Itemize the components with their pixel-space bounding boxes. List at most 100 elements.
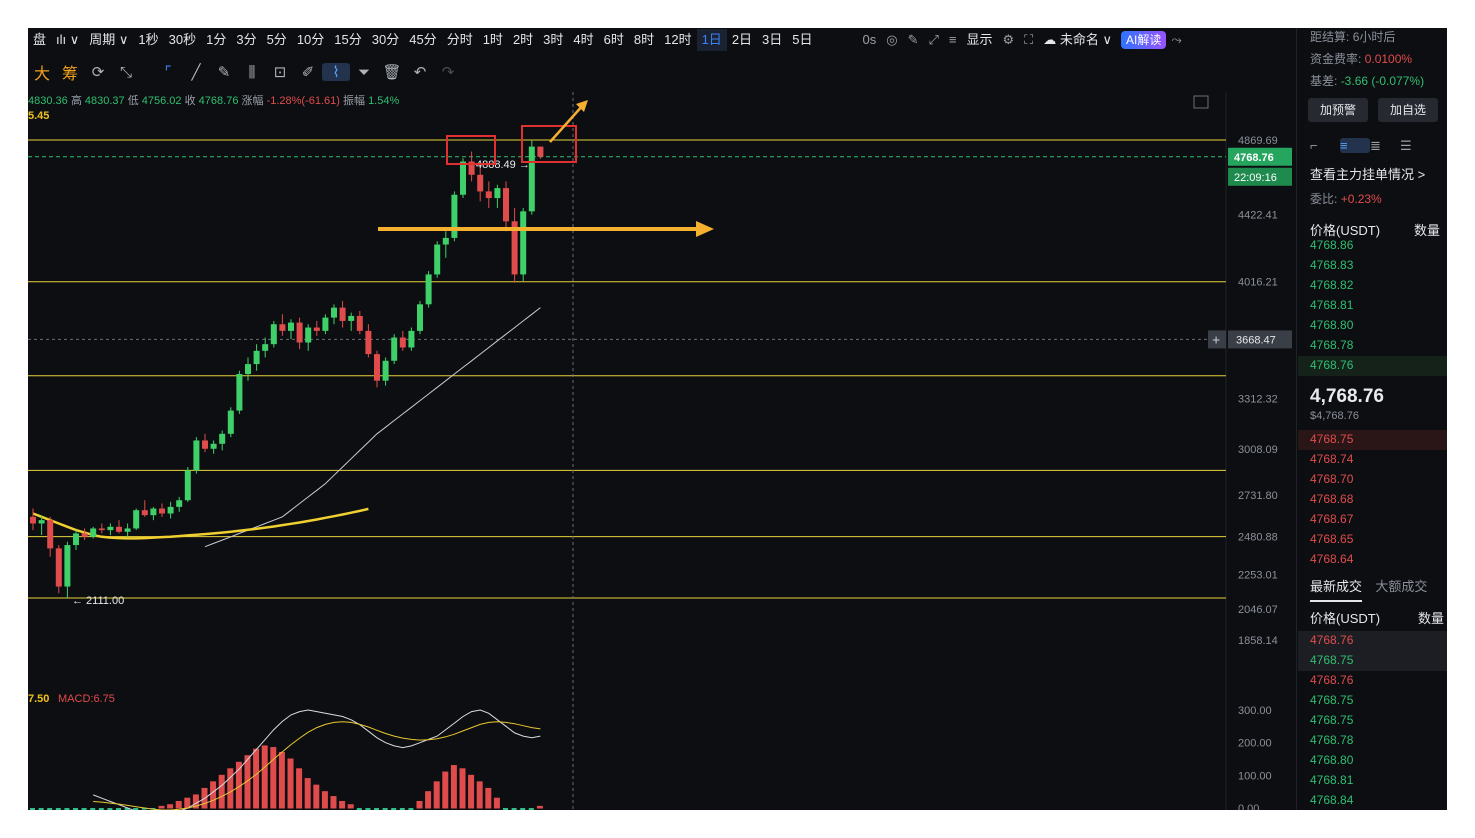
- timeframe-18[interactable]: 8时: [633, 32, 655, 47]
- book-view-icon-3[interactable]: ≣: [1370, 138, 1381, 153]
- book-view-icon-4[interactable]: ☰: [1400, 138, 1412, 153]
- trades-price-header: 价格(USDT): [1310, 611, 1381, 626]
- bid-price[interactable]: 4768.74: [1310, 452, 1354, 466]
- timeframe-13[interactable]: 1时: [482, 32, 503, 47]
- layout-name-dropdown[interactable]: ☁ 未命名 ∨: [1043, 32, 1113, 47]
- measure-tool-icon[interactable]: ⊡: [273, 64, 287, 81]
- candle-body: [296, 322, 303, 343]
- timeframe-12[interactable]: 分时: [446, 32, 473, 47]
- pen-icon[interactable]: ✎: [907, 32, 919, 47]
- ask-price[interactable]: 4768.80: [1310, 318, 1354, 332]
- timeframe-15[interactable]: 3时: [543, 32, 564, 47]
- add-alert-button[interactable]: 加预警: [1308, 98, 1368, 122]
- macd-dea-line: [93, 721, 541, 810]
- refresh-icon[interactable]: ⟳: [91, 64, 105, 81]
- bid-price[interactable]: 4768.65: [1310, 532, 1354, 546]
- trade-price: 4768.75: [1310, 693, 1354, 707]
- share-icon[interactable]: ⤳: [1171, 32, 1182, 47]
- timeframe-3[interactable]: 1秒: [138, 32, 159, 47]
- crosshair-add-bg: [1208, 330, 1226, 349]
- book-view-icon-1[interactable]: ⌐: [1310, 138, 1318, 153]
- bid-price[interactable]: 4768.75: [1310, 432, 1354, 446]
- camera-icon[interactable]: ◎: [886, 32, 898, 47]
- settings-icon[interactable]: ⚙: [1002, 32, 1015, 47]
- magnet-tool-icon[interactable]: ⌇: [322, 63, 350, 81]
- timeframe-7[interactable]: 5分: [266, 32, 287, 47]
- macd-bar: [73, 808, 78, 810]
- timeframe-14[interactable]: 2时: [512, 32, 534, 47]
- candle-body: [202, 440, 208, 449]
- bid-price[interactable]: 4768.67: [1310, 512, 1354, 526]
- ask-price[interactable]: 4768.76: [1310, 358, 1354, 372]
- candle-body: [460, 161, 466, 195]
- add-watchlist-button[interactable]: 加自选: [1378, 98, 1438, 122]
- up-arrow-head: [576, 100, 588, 112]
- ask-price[interactable]: 4768.78: [1310, 338, 1354, 352]
- timeframe-0[interactable]: 盘: [33, 32, 47, 47]
- undo-icon[interactable]: ↶: [413, 64, 427, 81]
- timeframe-9[interactable]: 15分: [334, 32, 362, 47]
- timeframe-19[interactable]: 12时: [664, 32, 692, 47]
- delay-indicator[interactable]: 0s: [862, 32, 877, 47]
- timeframe-6[interactable]: 3分: [236, 32, 257, 47]
- macd-bar: [528, 808, 534, 810]
- trade-price: 4768.84: [1310, 793, 1354, 807]
- timeframe-5[interactable]: 1分: [206, 32, 227, 47]
- ask-price[interactable]: 4768.83: [1310, 258, 1354, 272]
- timeframe-2[interactable]: 周期 ∨: [89, 32, 129, 47]
- crosshair-tool-icon[interactable]: ⤡: [119, 63, 132, 81]
- ask-price[interactable]: 4768.86: [1310, 238, 1354, 252]
- bid-price[interactable]: 4768.68: [1310, 492, 1354, 506]
- timeframe-10[interactable]: 30分: [371, 32, 400, 47]
- candle-body: [348, 315, 355, 321]
- tab-large-trades[interactable]: 大额成交: [1375, 579, 1428, 594]
- line-tool-icon[interactable]: ╱: [191, 64, 201, 81]
- macd-bar: [347, 804, 354, 809]
- macd-bar: [399, 808, 405, 810]
- candle-body: [425, 274, 432, 305]
- menu-icon[interactable]: ≡: [948, 32, 957, 47]
- trade-price: 4768.76: [1310, 673, 1354, 687]
- up-arrow-line: [549, 103, 585, 143]
- timeframe-20[interactable]: 1日: [696, 29, 727, 51]
- timeframe-21[interactable]: 2日: [731, 32, 753, 47]
- timeframe-4[interactable]: 30秒: [168, 32, 197, 47]
- timeframe-22[interactable]: 3日: [762, 32, 783, 47]
- ohlc-readout: 4830.36 高 4830.37 低 4756.02 收 4768.76 涨幅…: [28, 95, 400, 107]
- macd-bar: [270, 747, 277, 809]
- candle-body: [64, 545, 71, 587]
- candle-body: [210, 443, 217, 449]
- bid-price[interactable]: 4768.64: [1310, 552, 1354, 566]
- filter-icon[interactable]: ⏷: [357, 63, 370, 81]
- redo-icon: ↷: [441, 64, 455, 81]
- fullscreen-icon[interactable]: ⛶: [1024, 32, 1034, 47]
- timeframe-1[interactable]: ılı ∨: [56, 32, 80, 47]
- bid-price[interactable]: 4768.70: [1310, 472, 1354, 486]
- timeframe-16[interactable]: 4时: [573, 32, 594, 47]
- macd-bar: [416, 800, 423, 809]
- expand-icon[interactable]: ⤢: [928, 32, 939, 47]
- tab-latest-trades[interactable]: 最新成交: [1310, 579, 1363, 602]
- timeframe-8[interactable]: 10分: [296, 32, 325, 47]
- toolbar-chips-button[interactable]: 筹: [61, 66, 78, 83]
- book-view-icon-2[interactable]: ≡: [1340, 138, 1370, 153]
- candle-body: [313, 327, 320, 331]
- candle-body: [417, 304, 423, 331]
- cursor-tool-icon[interactable]: ⌜: [164, 64, 172, 81]
- trash-icon[interactable]: 🗑: [382, 64, 402, 81]
- toolbar-large-button[interactable]: 大: [33, 66, 50, 83]
- display-button[interactable]: 显示: [966, 32, 993, 47]
- candlestick-chart[interactable]: 4869.69 4422.41 4016.21 3312.32 3008.09 2731.…: [28, 92, 1298, 810]
- pattern-tool-icon[interactable]: ⫼: [248, 63, 256, 81]
- macd-bar: [520, 808, 526, 810]
- ask-price[interactable]: 4768.82: [1310, 278, 1354, 292]
- timeframe-17[interactable]: 6时: [603, 32, 624, 47]
- timeframe-23[interactable]: 5日: [792, 32, 813, 47]
- note-tool-icon[interactable]: ✐: [301, 64, 315, 81]
- main-orders-link[interactable]: 查看主力挂单情况 >: [1310, 167, 1426, 182]
- y-tick-label: 1858.14: [1238, 635, 1278, 647]
- timeframe-11[interactable]: 45分: [409, 32, 437, 47]
- ai-interpret-button[interactable]: AI解读: [1121, 31, 1167, 49]
- brush-tool-icon[interactable]: ✎: [217, 64, 231, 81]
- ask-price[interactable]: 4768.81: [1310, 298, 1354, 312]
